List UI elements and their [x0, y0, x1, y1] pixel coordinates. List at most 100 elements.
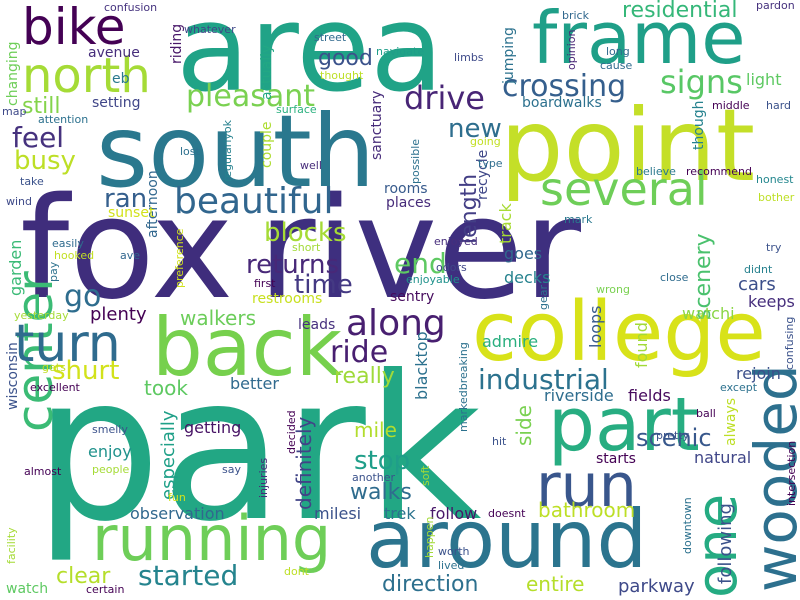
word-bike: bike [22, 0, 126, 56]
word-possible: possible [409, 138, 422, 184]
word-odors: odors [436, 261, 467, 274]
word-happen: happen [423, 516, 436, 558]
word-several: several [540, 162, 708, 216]
word-gear: gear [537, 284, 550, 310]
word-fields: fields [628, 386, 671, 405]
word-first: first [254, 277, 276, 290]
word-injuries: injuries [257, 457, 270, 498]
word-cause: cause [600, 59, 633, 72]
word-turn: turn [14, 314, 121, 374]
word-ran: ran [104, 184, 148, 214]
word-short: short [292, 241, 321, 254]
word-markedbreaking: markedbreaking [457, 342, 470, 432]
word-walks: walks [350, 480, 412, 505]
word-area: area [176, 0, 444, 119]
word-observation: observation [130, 504, 225, 523]
word-restrooms: restrooms [252, 291, 323, 307]
word-dont: dont [284, 565, 309, 578]
word-thought: thought [320, 69, 364, 82]
word-sentry: sentry [390, 289, 435, 305]
word-honest: honest [756, 173, 794, 186]
word-whatever: whatever [184, 23, 236, 36]
word-residential: residential [622, 0, 738, 23]
word-places: places [386, 195, 431, 211]
word-getting: getting [184, 418, 242, 437]
word-type: type [478, 157, 503, 170]
word-river: river [258, 168, 581, 331]
word-mark: mark [564, 213, 593, 226]
word-goes: goes [504, 244, 543, 263]
word-riding: riding [169, 23, 185, 64]
word-point: point [500, 87, 756, 204]
word-certain: certain [86, 583, 125, 596]
word-new: new [448, 114, 502, 144]
word-frame: frame [532, 0, 746, 80]
word-rooms: rooms [384, 181, 428, 197]
word-ride: ride [330, 335, 389, 370]
word-part: part [548, 382, 700, 468]
word-pretty: pretty [656, 429, 690, 442]
word-wind: wind [6, 195, 33, 208]
word-time: time [294, 270, 353, 300]
word-natural: natural [694, 448, 752, 467]
word-setting: setting [92, 95, 141, 111]
word-soft: soft [419, 465, 432, 486]
word-fox: fox [20, 168, 234, 331]
word-south: south [96, 93, 376, 210]
word-jumping: jumping [501, 27, 517, 84]
word-decks: decks [504, 268, 551, 287]
word-pardon: pardon [756, 0, 795, 12]
word-sunset: sunset [108, 205, 155, 221]
word-try: try [766, 241, 782, 254]
word-decided: decided [285, 410, 298, 454]
word-returns: returns [246, 250, 340, 280]
word-busy: busy [14, 146, 76, 176]
word-especially: especially [158, 410, 179, 500]
word-pay: pay [47, 261, 60, 282]
word-though: though [691, 100, 707, 150]
word-rejoin: rejoin [736, 364, 781, 383]
word-easily: easily [52, 237, 84, 250]
word-smelly: smelly [92, 423, 128, 436]
word-except: except [720, 381, 758, 394]
word-garden: garden [6, 239, 25, 296]
word-bother: bother [758, 191, 795, 204]
word-following: following [715, 503, 736, 584]
word-feel: feel [12, 121, 65, 154]
word-changing: changing [5, 41, 21, 106]
word-hard: hard [766, 99, 792, 112]
word-wisconsin: wisconsin [5, 342, 21, 410]
word-enjoyed: enjoyed [434, 235, 478, 248]
word-clear: clear [56, 564, 111, 589]
word-run: run [536, 451, 637, 521]
word-riverside: riverside [544, 386, 614, 405]
word-college: college [472, 285, 766, 380]
word-still: still [22, 94, 61, 119]
word-couple: couple [259, 121, 275, 168]
word-intersection: intersection [785, 440, 798, 506]
word-drive: drive [404, 79, 485, 117]
word-yesterday: yesterday [14, 309, 69, 322]
word-opinion: opinion [565, 29, 578, 71]
word-side: side [512, 405, 536, 446]
word-almost: almost [24, 465, 62, 478]
word-beautiful: beautiful [174, 181, 334, 222]
word-end: end [394, 247, 447, 280]
word-avenue: avenue [88, 45, 140, 61]
word-entire: entire [526, 572, 585, 596]
word-hooked: hooked [54, 249, 95, 262]
word-downtown: downtown [681, 497, 694, 554]
word-plenty: plenty [90, 304, 147, 325]
word-eb: eb [112, 71, 130, 87]
word-lost: lost [180, 145, 200, 158]
word-always: always [723, 397, 739, 446]
word-trek: trek [384, 504, 416, 523]
word-direction: direction [382, 572, 479, 597]
word-take: take [20, 175, 44, 188]
word-leads: leads [298, 317, 336, 333]
word-ball: ball [696, 407, 716, 420]
word-pleasant: pleasant [186, 79, 316, 114]
word-signs: signs [660, 63, 743, 101]
word-ave: ave [120, 249, 141, 262]
